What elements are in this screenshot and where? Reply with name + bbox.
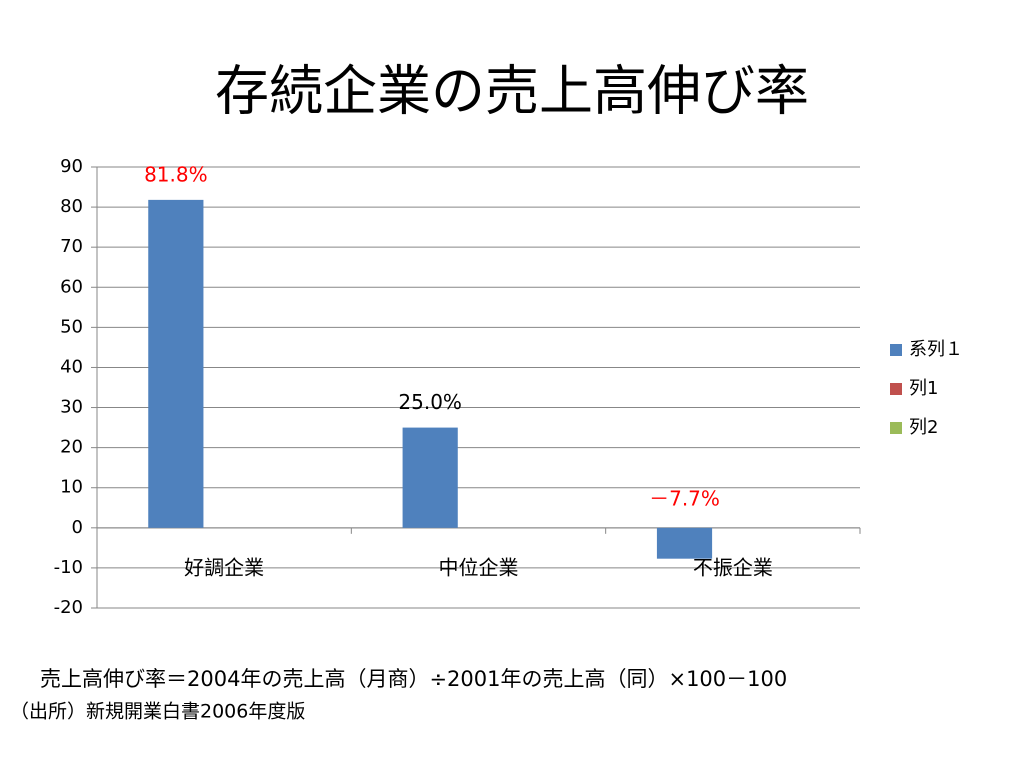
data-label: 25.0% bbox=[398, 390, 462, 414]
y-tick-label: 0 bbox=[72, 517, 83, 538]
legend-label: 列1 bbox=[909, 378, 938, 399]
y-tick-label: 10 bbox=[60, 477, 83, 498]
footnote: 売上高伸び率＝2004年の売上高（月商）÷2001年の売上高（同）×100－10… bbox=[40, 667, 787, 691]
y-tick-label: 60 bbox=[60, 276, 83, 297]
y-tick-label: -20 bbox=[54, 597, 83, 618]
y-tick-label: 50 bbox=[60, 316, 83, 337]
x-tick-label: 不振企業 bbox=[693, 555, 773, 579]
y-tick-label: 30 bbox=[60, 397, 83, 418]
data-label: 81.8% bbox=[144, 162, 208, 186]
y-tick-label: 20 bbox=[60, 437, 83, 458]
legend-swatch bbox=[890, 422, 902, 434]
legend-label: 列2 bbox=[909, 417, 938, 438]
legend-swatch bbox=[890, 383, 902, 395]
bar bbox=[656, 527, 713, 559]
y-tick-label: -10 bbox=[54, 557, 83, 578]
y-tick-label: 40 bbox=[60, 356, 83, 377]
bar bbox=[402, 427, 458, 528]
bar bbox=[148, 199, 204, 528]
y-tick-label: 70 bbox=[60, 236, 83, 257]
legend-label: 系列１ bbox=[909, 339, 963, 360]
y-tick-label: 80 bbox=[60, 196, 83, 217]
x-tick-label: 中位企業 bbox=[439, 555, 519, 579]
x-tick-label: 好調企業 bbox=[184, 555, 264, 579]
legend-swatch bbox=[890, 344, 902, 356]
chart-title: 存続企業の売上高伸び率 bbox=[215, 60, 809, 123]
y-tick-label: 90 bbox=[60, 156, 83, 177]
data-label: －7.7% bbox=[649, 486, 720, 510]
source-note: （出所）新規開業白書2006年度版 bbox=[10, 701, 305, 723]
